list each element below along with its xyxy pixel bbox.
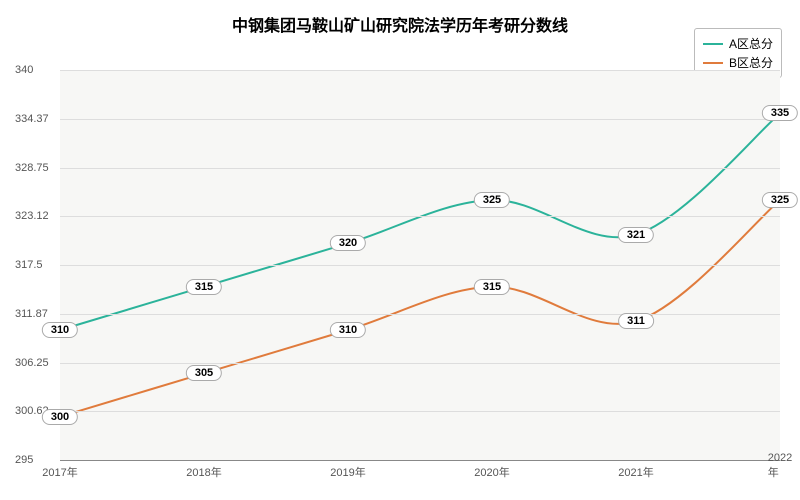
series-line bbox=[60, 200, 780, 417]
chart-title: 中钢集团马鞍山矿山研究院法学历年考研分数线 bbox=[0, 0, 800, 36]
x-axis-label: 2020年 bbox=[474, 464, 509, 480]
data-label: 321 bbox=[618, 227, 654, 243]
x-axis-label: 2021年 bbox=[618, 464, 653, 480]
data-label: 305 bbox=[186, 365, 222, 381]
x-axis-label: 2017年 bbox=[42, 464, 77, 480]
data-label: 335 bbox=[762, 105, 798, 121]
legend-label-a: A区总分 bbox=[729, 35, 773, 52]
gridline bbox=[60, 314, 780, 315]
legend-swatch-a bbox=[703, 43, 723, 45]
data-label: 325 bbox=[474, 192, 510, 208]
gridline bbox=[60, 119, 780, 120]
data-label: 320 bbox=[330, 235, 366, 251]
data-label: 310 bbox=[330, 322, 366, 338]
legend-item: A区总分 bbox=[703, 35, 773, 52]
data-label: 310 bbox=[42, 322, 78, 338]
plot-area: 295300.62306.25311.87317.5323.12328.7533… bbox=[60, 70, 780, 460]
gridline bbox=[60, 460, 780, 461]
x-axis-label: 2018年 bbox=[186, 464, 221, 480]
data-label: 311 bbox=[618, 313, 654, 329]
y-axis-label: 311.87 bbox=[15, 308, 48, 320]
legend-item: B区总分 bbox=[703, 54, 773, 71]
y-axis-label: 306.25 bbox=[15, 357, 49, 369]
chart-container: 中钢集团马鞍山矿山研究院法学历年考研分数线 A区总分 B区总分 295300.6… bbox=[0, 0, 800, 500]
data-label: 325 bbox=[762, 192, 798, 208]
y-axis-label: 317.5 bbox=[15, 259, 43, 271]
data-label: 300 bbox=[42, 409, 78, 425]
x-axis-label: 2022年 bbox=[768, 452, 792, 480]
series-line bbox=[60, 113, 780, 330]
data-label: 315 bbox=[474, 279, 510, 295]
y-axis-label: 334.37 bbox=[15, 113, 49, 125]
data-label: 315 bbox=[186, 279, 222, 295]
gridline bbox=[60, 363, 780, 364]
gridline bbox=[60, 168, 780, 169]
gridline bbox=[60, 265, 780, 266]
gridline bbox=[60, 216, 780, 217]
x-axis-label: 2019年 bbox=[330, 464, 365, 480]
y-axis-label: 328.75 bbox=[15, 162, 49, 174]
legend-label-b: B区总分 bbox=[729, 54, 773, 71]
gridline bbox=[60, 411, 780, 412]
gridline bbox=[60, 70, 780, 71]
y-axis-label: 295 bbox=[15, 454, 33, 466]
y-axis-label: 340 bbox=[15, 64, 33, 76]
y-axis-label: 323.12 bbox=[15, 210, 49, 222]
legend-swatch-b bbox=[703, 62, 723, 64]
